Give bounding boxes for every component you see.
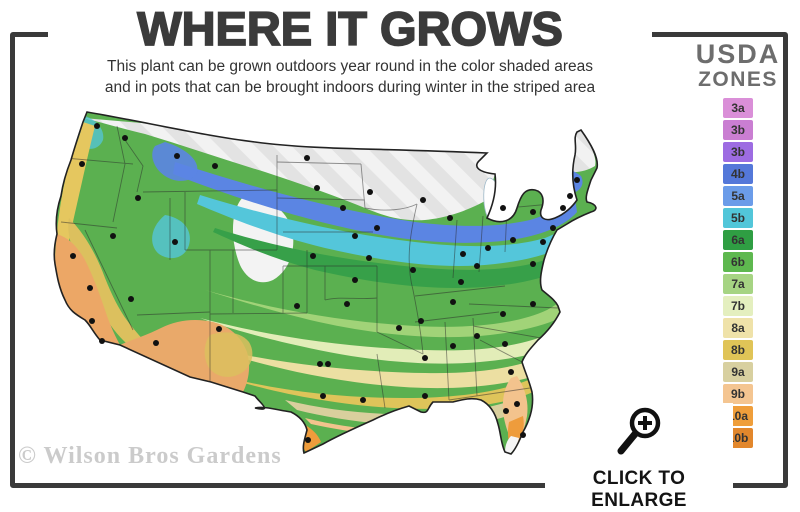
zone-color-regions: [54, 112, 598, 454]
title-block: WHERE IT GROWS This plant can be grown o…: [48, 0, 652, 103]
legend-title-usda: USDA: [695, 39, 781, 69]
city-dots: [70, 123, 580, 443]
subtitle-line-1: This plant can be grown outdoors year ro…: [107, 58, 593, 76]
zone-swatch-6b-7: 6b: [723, 252, 753, 273]
zone-swatch-7b-9: 7b: [723, 296, 753, 317]
zone-swatch-4b-3: 4b: [723, 164, 753, 185]
zone-list: 3a 3b 3b 4b 5a 5b 6a 6b 7a 7b 8a 8b 9a 9b 10a 10b: [688, 98, 788, 449]
zone-swatch-9b-13: 9b: [723, 384, 753, 405]
zone-swatch-5a-4: 5a: [723, 186, 753, 207]
usda-zones-legend: USDA ZONES 3a 3b 3b 4b 5a 5b 6a 6b 7a 7b 8a 8b 9a 9b 1…: [688, 39, 788, 449]
subtitle-line-2: and in pots that can be brought indoors …: [104, 78, 596, 96]
zone-swatch-3b-2: 3b: [723, 142, 753, 163]
us-hardiness-zone-map[interactable]: [25, 100, 610, 470]
state-borders: [60, 125, 574, 409]
page-title: WHERE IT GROWS: [136, 2, 563, 55]
us-outline: [53, 111, 599, 455]
watermark: © Wilson Bros Gardens: [18, 443, 282, 469]
click-to-enlarge-button[interactable]: CLICK TO ENLARGE: [545, 403, 733, 511]
click-to-enlarge-label[interactable]: CLICK TO ENLARGE: [591, 468, 687, 511]
zone-swatch-9a-12: 9a: [723, 362, 753, 383]
magnifier-icon[interactable]: [609, 403, 669, 461]
zone-swatch-8a-10: 8a: [723, 318, 753, 339]
zone-swatch-6a-6: 6a: [723, 230, 753, 251]
zone-swatch-5b-5: 5b: [723, 208, 753, 229]
zone-swatch-8b-11: 8b: [723, 340, 753, 361]
zone-swatch-3b-1: 3b: [723, 120, 753, 141]
legend-title-zones: ZONES: [698, 68, 778, 92]
zone-swatch-7a-8: 7a: [723, 274, 753, 295]
zone-swatch-3a-0: 3a: [723, 98, 753, 119]
